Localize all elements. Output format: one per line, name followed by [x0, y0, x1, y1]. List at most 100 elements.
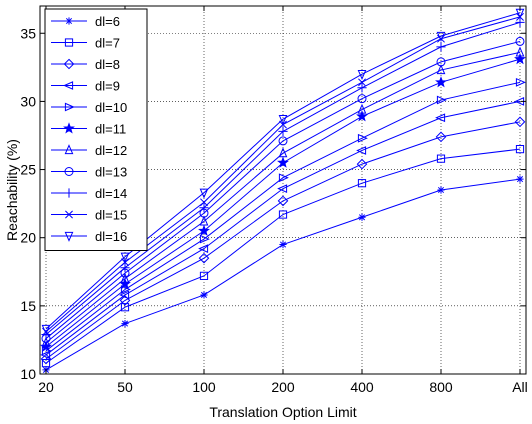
data-point-triangle-right [64, 102, 75, 112]
data-point-triangle-down [436, 31, 446, 42]
data-point-triangle-up [278, 147, 288, 158]
legend-box [44, 8, 148, 251]
data-point-plus [278, 126, 288, 136]
data-point-diamond [277, 195, 289, 207]
series-line [45, 51, 521, 344]
legend-label: dl=13 [95, 165, 127, 180]
legend-item: dl=10 [51, 100, 127, 115]
series-dl=10 [41, 77, 526, 356]
y-tick-label: 10 [20, 366, 36, 382]
data-point-square [357, 179, 367, 188]
data-point-cross [65, 210, 73, 219]
series-dl=12 [41, 46, 525, 347]
data-point-diamond [40, 353, 52, 365]
legend-item: dl=6 [51, 14, 120, 29]
x-tick-label: 50 [117, 379, 133, 395]
data-point-asterisk [437, 186, 445, 194]
data-point-triangle-right [357, 133, 368, 143]
series-dl=7 [41, 145, 525, 368]
data-point-star [514, 52, 526, 65]
data-point-plus [357, 83, 367, 93]
data-point-triangle-down [41, 324, 51, 335]
legend-label: dl=9 [95, 79, 120, 94]
data-point-triangle-right [515, 77, 526, 87]
data-point-triangle-left [198, 244, 209, 253]
series-line [45, 81, 521, 352]
data-point-triangle-down [120, 252, 130, 263]
series-line [45, 100, 521, 356]
y-tick-label: 35 [20, 25, 36, 41]
series-dl=13 [41, 36, 525, 344]
legend-item: dl=16 [51, 229, 127, 244]
legend-label: dl=11 [95, 122, 126, 137]
axis-ticks: 20 50 100 200 400 800 All 10 15 20 25 30 35 [20, 6, 528, 395]
data-point-square [120, 303, 130, 312]
series-dl=9 [40, 97, 525, 360]
legend-label: dl=7 [95, 36, 120, 51]
data-point-triangle-up [515, 46, 525, 57]
data-point-asterisk [65, 17, 73, 25]
data-point-triangle-up [357, 103, 367, 114]
legend-label: dl=16 [95, 229, 127, 244]
data-point-asterisk [200, 291, 208, 299]
data-point-asterisk [516, 175, 524, 183]
data-point-plus [515, 17, 525, 27]
data-point-triangle-down [199, 188, 209, 199]
data-point-cross [200, 198, 208, 207]
data-point-triangle-up [120, 272, 130, 283]
legend-item: dl=7 [51, 36, 120, 51]
data-point-square [199, 271, 209, 280]
y-tick-label: 25 [20, 162, 36, 178]
series-line [45, 12, 521, 330]
y-tick-label: 15 [20, 298, 36, 314]
data-point-circle [515, 36, 525, 46]
data-point-star [356, 110, 368, 122]
legend-label: dl=15 [95, 208, 127, 223]
data-point-triangle-left [63, 81, 74, 90]
series-layer [40, 8, 526, 374]
series-line [45, 121, 521, 360]
series-line [45, 148, 521, 364]
data-point-star [277, 156, 289, 168]
legend-item: dl=14 [51, 186, 127, 201]
legend-item: dl=12 [51, 143, 127, 158]
data-point-star [63, 122, 75, 134]
data-point-circle [357, 94, 367, 104]
y-tick-label: 20 [20, 230, 36, 246]
data-point-diamond [63, 58, 75, 70]
data-point-circle [436, 57, 446, 67]
series-dl=8 [40, 116, 526, 365]
data-point-asterisk [279, 240, 287, 249]
data-point-diamond [435, 131, 447, 143]
data-point-triangle-right [436, 95, 447, 105]
data-point-triangle-down [64, 231, 74, 242]
x-tick-label: 800 [429, 379, 453, 395]
x-tick-label: 200 [271, 379, 295, 395]
data-point-square [515, 145, 525, 154]
data-point-square [41, 358, 51, 368]
data-point-cross [358, 78, 366, 87]
data-point-diamond [356, 158, 368, 170]
data-point-star [198, 224, 210, 236]
x-tick-label: 20 [38, 379, 54, 395]
data-point-square [64, 38, 74, 47]
x-tick-label: 400 [350, 379, 374, 395]
data-point-triangle-left [277, 184, 288, 194]
data-point-plus [64, 188, 74, 198]
x-axis-label: Translation Option Limit [209, 404, 356, 420]
data-point-plus [120, 263, 130, 273]
series-line [45, 40, 521, 339]
legend-item: dl=9 [51, 79, 120, 94]
data-point-asterisk [121, 319, 129, 328]
data-point-plus [199, 203, 209, 213]
data-point-diamond [119, 295, 131, 306]
x-tick-label: All [512, 379, 528, 395]
data-point-triangle-up [199, 215, 209, 226]
legend-item: dl=8 [51, 57, 120, 72]
data-point-triangle-right [199, 234, 210, 244]
data-point-asterisk [358, 213, 366, 221]
legend-label: dl=6 [95, 14, 120, 29]
data-point-triangle-left [356, 146, 367, 155]
x-tick-label: 100 [192, 379, 216, 395]
